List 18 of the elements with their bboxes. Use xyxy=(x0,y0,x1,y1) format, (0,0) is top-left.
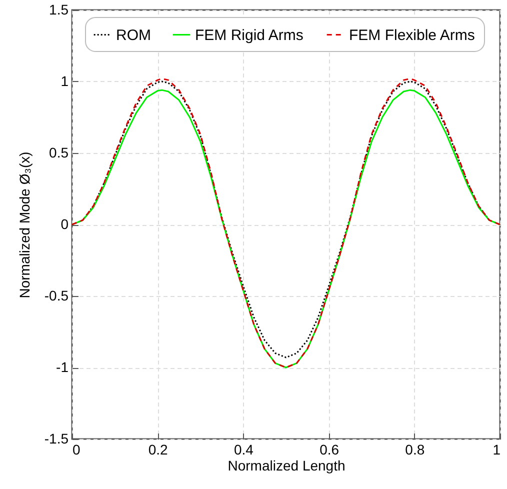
y-tick-label: -0.5 xyxy=(44,288,69,304)
x-tick-label: 0 xyxy=(72,442,80,458)
x-tick-label: 0.6 xyxy=(320,442,340,458)
y-tick-label: -1.5 xyxy=(44,430,69,446)
x-axis-title: Normalized Length xyxy=(228,458,346,474)
y-tick-label: 1 xyxy=(60,73,69,89)
y-tick-label: 1.5 xyxy=(49,2,69,18)
y-axis-title: Normalized Mode Ø₃(x) xyxy=(16,152,32,298)
legend-label: ROM xyxy=(116,26,151,44)
x-tick-label: 1 xyxy=(492,442,501,458)
legend-label: FEM Rigid Arms xyxy=(195,26,304,44)
x-tick-label: 0.8 xyxy=(405,442,425,458)
x-tick-label: 0.2 xyxy=(148,442,168,458)
y-tick-label: 0 xyxy=(60,216,69,232)
y-tick-label: 0.5 xyxy=(49,144,69,160)
y-tick-label: -1 xyxy=(56,359,69,375)
x-tick-label: 0.4 xyxy=(234,442,254,458)
legend-label: FEM Flexible Arms xyxy=(349,26,475,44)
